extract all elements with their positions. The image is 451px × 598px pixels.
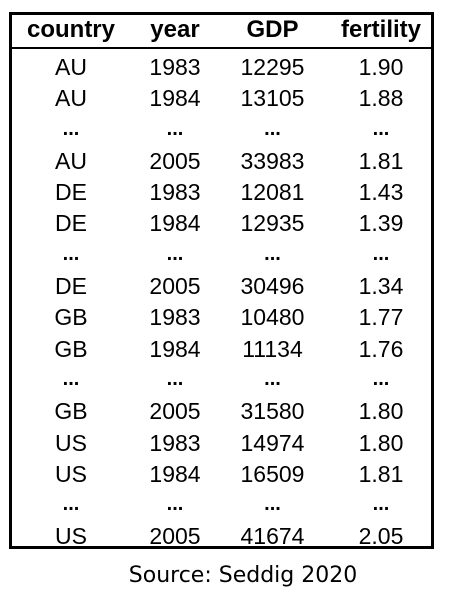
cell-country: AU [55,147,87,174]
table-row: US 2005 41674 2.05 [12,521,431,552]
cell-fertility: 1.39 [358,210,404,237]
cell-fertility: ... [372,367,390,390]
cell-country: GB [54,335,88,362]
cell-gdp: 16509 [240,460,305,487]
cell-gdp: 33983 [240,147,305,174]
cell-gdp: ... [264,117,281,140]
cell-fertility: 1.81 [358,147,404,174]
cell-gdp: 13105 [240,85,305,112]
cell-year: 2005 [149,398,201,425]
cell-country: AU [55,54,87,80]
cell-year: ... [166,117,184,140]
cell-fertility: 1.76 [358,335,404,362]
cell-year: 1984 [149,210,201,237]
table-row: AU 1983 12295 1.90 [12,52,431,83]
table-row: DE 1984 12935 1.39 [12,208,431,239]
cell-country: DE [55,273,87,300]
cell-country: ... [62,493,80,516]
cell-gdp: 11134 [242,335,303,362]
header-gdp: GDP [246,16,299,43]
cell-gdp: 12295 [240,54,305,80]
cell-gdp: 12081 [240,179,305,206]
table-row: AU 2005 33983 1.81 [12,146,431,177]
table-header-row: country year GDP fertility [12,15,431,49]
ellipsis-row: ............ [12,240,431,271]
cell-gdp: ... [264,493,281,516]
cell-country: GB [54,304,88,331]
cell-country: DE [55,179,87,206]
cell-year: 2005 [149,147,201,174]
table-row: DE 1983 12081 1.43 [12,177,431,208]
table-row: GB 1983 10480 1.77 [12,302,431,333]
cell-year: ... [166,493,184,516]
header-fertility: fertility [340,16,421,43]
table-body: AU 1983 12295 1.90 AU 1984 13105 1.88..........… [12,52,431,553]
cell-country: ... [62,367,80,390]
cell-fertility: 1.90 [358,54,404,80]
cell-fertility: ... [372,493,390,516]
cell-year: 1984 [149,460,201,487]
cell-year: 1984 [149,335,201,362]
cell-fertility: 1.34 [358,273,404,300]
ellipsis-row: ............ [12,365,431,396]
cell-year: ... [166,367,184,390]
cell-gdp: ... [264,242,281,265]
cell-country: ... [62,242,80,265]
cell-country: AU [55,85,87,112]
ellipsis-row: ............ [12,115,431,146]
cell-fertility: 1.80 [358,398,404,425]
cell-fertility: 2.05 [358,523,404,550]
header-country: country [26,16,115,43]
table-row: AU 1984 13105 1.88 [12,83,431,114]
cell-gdp: 31580 [240,398,305,425]
cell-fertility: 1.80 [358,429,404,456]
cell-gdp: 41674 [240,523,305,550]
cell-gdp: ... [264,367,281,390]
cell-gdp: 14974 [240,429,305,456]
cell-gdp: 30496 [240,273,305,300]
cell-country: ... [62,117,80,140]
table-row: DE 2005 30496 1.34 [12,271,431,302]
cell-year: 1983 [149,54,201,80]
cell-country: US [55,523,87,550]
cell-fertility: 1.43 [358,179,404,206]
cell-year: 2005 [149,523,201,550]
cell-year: 1983 [149,179,201,206]
cell-year: 1983 [149,304,201,331]
source-caption: Source: Seddig 2020 [128,563,358,588]
cell-fertility: 1.88 [358,85,404,112]
cell-gdp: 12935 [240,210,305,237]
cell-country: DE [55,210,87,237]
table-row: US 1983 14974 1.80 [12,428,431,459]
cell-country: US [55,460,87,487]
cell-year: 1983 [149,429,201,456]
cell-fertility: 1.77 [358,304,404,331]
cell-country: GB [54,398,88,425]
table-row: GB 1984 11134 1.76 [12,334,431,365]
header-year: year [150,16,200,43]
table-row: US 1984 16509 1.81 [12,459,431,490]
data-table: country year GDP fertility AU 1983 12295 1.… [9,12,434,549]
ellipsis-row: ............ [12,490,431,521]
cell-fertility: ... [372,117,390,140]
cell-fertility: 1.81 [358,460,404,487]
cell-fertility: ... [372,242,390,265]
cell-year: 1984 [149,85,201,112]
cell-gdp: 10480 [240,304,305,331]
cell-country: US [55,429,87,456]
cell-year: 2005 [149,273,201,300]
cell-year: ... [166,242,184,265]
table-row: GB 2005 31580 1.80 [12,396,431,427]
